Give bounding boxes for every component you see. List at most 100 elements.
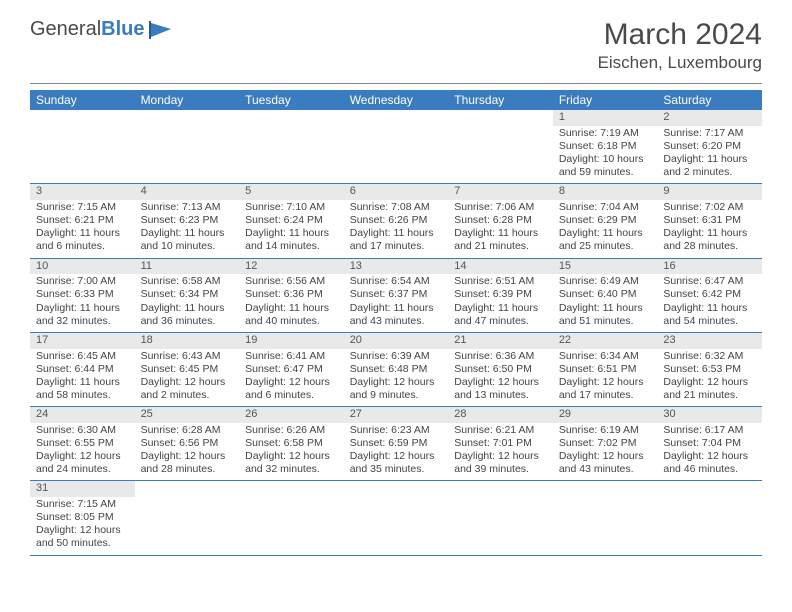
- day-cell: Sunrise: 6:54 AMSunset: 6:37 PMDaylight:…: [344, 274, 449, 332]
- day-cell-line: Sunrise: 6:36 AM: [454, 350, 547, 363]
- day-cell-line: Daylight: 11 hours: [454, 302, 547, 315]
- day-cell-line: Sunset: 6:37 PM: [350, 288, 443, 301]
- day-cell-line: Sunrise: 7:13 AM: [141, 201, 234, 214]
- day-cell-line: Sunrise: 7:15 AM: [36, 498, 129, 511]
- calendar-table: Sunday Monday Tuesday Wednesday Thursday…: [30, 90, 762, 556]
- day-cell-line: Sunset: 6:58 PM: [245, 437, 338, 450]
- day-cell-line: Sunset: 8:05 PM: [36, 511, 129, 524]
- day-cell: Sunrise: 7:04 AMSunset: 6:29 PMDaylight:…: [553, 200, 658, 258]
- day-cell-line: Sunset: 6:48 PM: [350, 363, 443, 376]
- day-cell-line: Sunrise: 7:04 AM: [559, 201, 652, 214]
- day-number: 3: [30, 184, 135, 200]
- day-cell: Sunrise: 6:26 AMSunset: 6:58 PMDaylight:…: [239, 423, 344, 481]
- day-cell-line: Sunrise: 6:23 AM: [350, 424, 443, 437]
- day-cell-line: and 43 minutes.: [559, 463, 652, 476]
- day-cell-line: Sunset: 6:36 PM: [245, 288, 338, 301]
- day-number: 25: [135, 407, 240, 423]
- day-cell: Sunrise: 6:47 AMSunset: 6:42 PMDaylight:…: [657, 274, 762, 332]
- day-cell: Sunrise: 6:34 AMSunset: 6:51 PMDaylight:…: [553, 349, 658, 407]
- day-cell-line: Sunrise: 7:19 AM: [559, 127, 652, 140]
- day-cell: [239, 497, 344, 555]
- day-cell: Sunrise: 7:02 AMSunset: 6:31 PMDaylight:…: [657, 200, 762, 258]
- day-cell-line: Daylight: 11 hours: [245, 227, 338, 240]
- day-cell-line: Sunrise: 7:00 AM: [36, 275, 129, 288]
- day-cell-line: and 54 minutes.: [663, 315, 756, 328]
- day-number-row: 24252627282930: [30, 407, 762, 423]
- day-cell-line: Sunset: 6:26 PM: [350, 214, 443, 227]
- day-number: 22: [553, 332, 658, 348]
- day-cell-line: Daylight: 11 hours: [141, 227, 234, 240]
- day-cell-line: Sunrise: 6:28 AM: [141, 424, 234, 437]
- day-cell-line: Sunset: 6:33 PM: [36, 288, 129, 301]
- day-cell-line: and 13 minutes.: [454, 389, 547, 402]
- logo: GeneralBlue: [30, 18, 175, 41]
- weekday-header: Wednesday: [344, 90, 449, 110]
- day-cell-line: and 2 minutes.: [663, 166, 756, 179]
- day-number: 19: [239, 332, 344, 348]
- logo-text-2: Blue: [101, 18, 144, 41]
- day-cell-line: Sunset: 6:44 PM: [36, 363, 129, 376]
- day-cell-line: Sunset: 6:42 PM: [663, 288, 756, 301]
- weekday-header: Monday: [135, 90, 240, 110]
- day-cell: Sunrise: 7:10 AMSunset: 6:24 PMDaylight:…: [239, 200, 344, 258]
- day-cell-line: Sunset: 6:21 PM: [36, 214, 129, 227]
- day-cell-line: Sunset: 6:56 PM: [141, 437, 234, 450]
- divider: [30, 83, 762, 84]
- day-cell-line: Daylight: 12 hours: [559, 450, 652, 463]
- logo-text-1: General: [30, 18, 101, 41]
- day-cell-line: Sunset: 7:01 PM: [454, 437, 547, 450]
- day-cell-line: Daylight: 11 hours: [141, 302, 234, 315]
- logo-flag-icon: [149, 21, 175, 39]
- day-cell-line: and 59 minutes.: [559, 166, 652, 179]
- day-cell: [239, 126, 344, 184]
- day-cell-line: and 36 minutes.: [141, 315, 234, 328]
- day-cell-line: and 40 minutes.: [245, 315, 338, 328]
- day-number: 17: [30, 332, 135, 348]
- day-cell-line: Daylight: 12 hours: [245, 376, 338, 389]
- day-cell-line: Sunset: 6:55 PM: [36, 437, 129, 450]
- day-number: [135, 110, 240, 126]
- day-number: 15: [553, 258, 658, 274]
- day-number: 30: [657, 407, 762, 423]
- day-cell-line: and 58 minutes.: [36, 389, 129, 402]
- day-cell-line: Daylight: 11 hours: [663, 227, 756, 240]
- weekday-header-row: Sunday Monday Tuesday Wednesday Thursday…: [30, 90, 762, 110]
- day-cell-line: and 47 minutes.: [454, 315, 547, 328]
- day-number: 29: [553, 407, 658, 423]
- day-number: 7: [448, 184, 553, 200]
- day-cell-line: Sunset: 6:34 PM: [141, 288, 234, 301]
- day-cell-line: Sunrise: 6:26 AM: [245, 424, 338, 437]
- day-cell-line: Daylight: 12 hours: [36, 450, 129, 463]
- day-cell: Sunrise: 6:32 AMSunset: 6:53 PMDaylight:…: [657, 349, 762, 407]
- day-number: [448, 481, 553, 497]
- day-cell-line: Daylight: 11 hours: [559, 227, 652, 240]
- day-cell-line: and 9 minutes.: [350, 389, 443, 402]
- day-cell-line: Daylight: 12 hours: [350, 376, 443, 389]
- day-cell: Sunrise: 6:36 AMSunset: 6:50 PMDaylight:…: [448, 349, 553, 407]
- day-cell-line: Daylight: 11 hours: [36, 227, 129, 240]
- page-title: March 2024: [598, 18, 762, 51]
- day-cell: Sunrise: 6:58 AMSunset: 6:34 PMDaylight:…: [135, 274, 240, 332]
- day-cell-line: Sunset: 6:50 PM: [454, 363, 547, 376]
- day-cell: [448, 497, 553, 555]
- day-cell-line: Sunset: 6:28 PM: [454, 214, 547, 227]
- day-cell: Sunrise: 6:43 AMSunset: 6:45 PMDaylight:…: [135, 349, 240, 407]
- day-cell-line: Sunrise: 6:21 AM: [454, 424, 547, 437]
- day-cell: Sunrise: 6:45 AMSunset: 6:44 PMDaylight:…: [30, 349, 135, 407]
- day-cell-line: Sunrise: 7:17 AM: [663, 127, 756, 140]
- day-cell-line: Daylight: 12 hours: [350, 450, 443, 463]
- day-cell-line: Daylight: 11 hours: [36, 376, 129, 389]
- day-number: 10: [30, 258, 135, 274]
- day-cell-line: Daylight: 12 hours: [663, 450, 756, 463]
- day-cell-line: Sunset: 6:24 PM: [245, 214, 338, 227]
- day-cell: Sunrise: 6:56 AMSunset: 6:36 PMDaylight:…: [239, 274, 344, 332]
- day-data-row: Sunrise: 7:00 AMSunset: 6:33 PMDaylight:…: [30, 274, 762, 332]
- day-cell: Sunrise: 7:17 AMSunset: 6:20 PMDaylight:…: [657, 126, 762, 184]
- day-number: 2: [657, 110, 762, 126]
- day-cell-line: Daylight: 12 hours: [245, 450, 338, 463]
- day-cell-line: Daylight: 11 hours: [36, 302, 129, 315]
- day-cell: Sunrise: 6:28 AMSunset: 6:56 PMDaylight:…: [135, 423, 240, 481]
- day-number: 5: [239, 184, 344, 200]
- day-cell-line: and 39 minutes.: [454, 463, 547, 476]
- day-cell: Sunrise: 6:30 AMSunset: 6:55 PMDaylight:…: [30, 423, 135, 481]
